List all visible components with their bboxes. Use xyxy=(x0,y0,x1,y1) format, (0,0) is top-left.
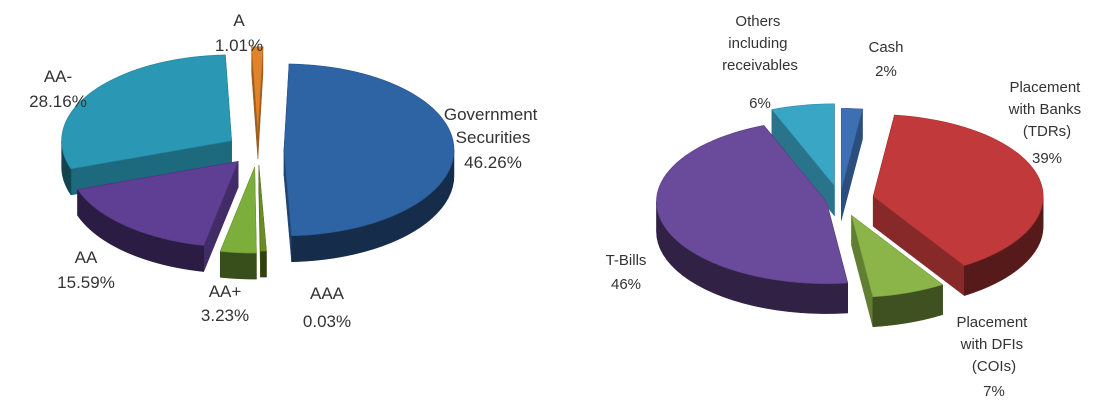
slice-value-a: 1.01% xyxy=(215,36,263,55)
pie-slice-top-aa xyxy=(77,161,239,246)
slice-value-aaa: 0.03% xyxy=(303,312,351,331)
slice-value-aa: 15.59% xyxy=(57,273,115,292)
pie-slice-top-aa xyxy=(219,167,257,254)
pie-slice-aaa xyxy=(258,165,267,278)
slice-label-others: Others including receivables xyxy=(722,13,798,74)
pie-slice-top-a xyxy=(251,46,264,133)
slice-label-a: A xyxy=(233,11,245,30)
pie-slice-top-aaa xyxy=(258,165,267,252)
slice-value-t-bills: 46% xyxy=(611,276,641,293)
pie-slice-top-placement-with-banks-tdrs xyxy=(872,114,1044,266)
pie-right-labels: Cash 2% Placement with Banks (TDRs) 39% … xyxy=(606,13,1086,400)
pie-slice-top-others-including-receivables xyxy=(771,103,835,187)
slice-value-placement-with-banks: 39% xyxy=(1032,150,1062,167)
slice-value-aa-plus: 3.23% xyxy=(201,306,249,325)
slice-label-aa-minus: AA- xyxy=(44,67,72,86)
slice-label-placement-with-banks: Placement with Banks (TDRs) xyxy=(1008,79,1086,140)
pie-slice-top-government-securities xyxy=(283,63,455,237)
pie-slice-top-cash xyxy=(840,108,863,191)
pie-slice-placement-with-banks-tdrs xyxy=(872,114,1044,297)
pie-slice-cash xyxy=(840,108,863,221)
slice-label-aa-plus: AA+ xyxy=(209,282,242,301)
pie-left-labels: Government Securities 46.26% AAA 0.03% A… xyxy=(29,11,542,331)
slice-value-cash: 2% xyxy=(875,63,897,80)
pie-slice-others-including-receivables xyxy=(771,103,835,217)
slice-value-placement-with-dfis: 7% xyxy=(983,383,1005,400)
pie-slice-t-bills xyxy=(656,124,849,314)
slice-value-aa-minus: 28.16% xyxy=(29,92,87,111)
pie-slice-aa xyxy=(61,54,232,196)
slice-label-aaa: AAA xyxy=(310,284,345,303)
pie-slice-placement-with-dfis-cois xyxy=(851,214,944,328)
slice-label-t-bills: T-Bills xyxy=(606,252,647,269)
pie-slice-top-placement-with-dfis-cois xyxy=(851,214,944,298)
pie-chart-asset-allocation xyxy=(656,103,1044,328)
slice-label-placement-with-dfis: Placement with DFIs (COIs) xyxy=(956,314,1031,375)
slice-value-others: 6% xyxy=(749,95,771,112)
pie-slice-a xyxy=(251,46,264,159)
slice-label-cash: Cash xyxy=(868,39,903,56)
pie-slice-aa xyxy=(219,167,257,280)
pie-chart-credit-rating xyxy=(61,46,455,280)
slice-value-government-securities: 46.26% xyxy=(464,153,522,172)
pie-slice-side-aaa xyxy=(260,250,267,278)
pie-slice-top-t-bills xyxy=(656,125,849,284)
pie-slice-aa xyxy=(77,161,239,272)
slice-label-aa: AA xyxy=(75,248,98,267)
pie-slice-government-securities xyxy=(283,63,455,263)
pie-slice-top-aa xyxy=(61,54,232,170)
pie-slice-side-aa xyxy=(219,251,257,280)
slice-label-government-securities: Government Securities xyxy=(444,105,542,147)
